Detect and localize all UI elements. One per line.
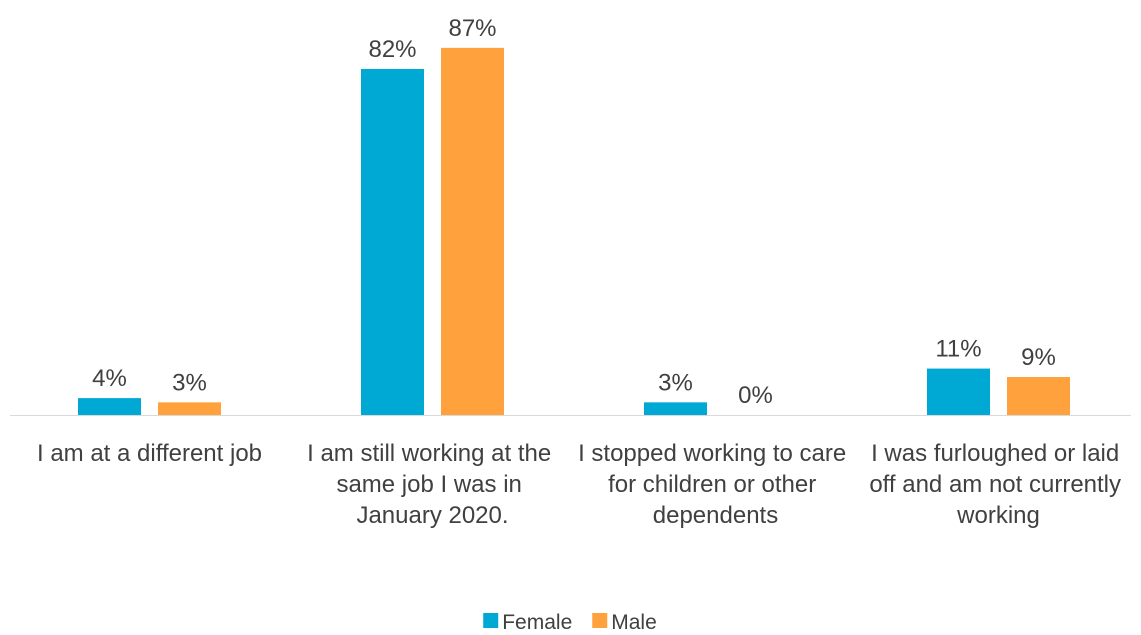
x-tick-label: I was furloughed or laid off and am not … [869, 440, 1127, 529]
label-line: off and am not currently [869, 471, 1127, 498]
data-label: 9% [1021, 344, 1056, 371]
label-line: I am at a different job [37, 440, 262, 467]
label-line: I was furloughed or laid [871, 440, 1126, 467]
label-line: for children or other [608, 471, 823, 498]
data-label: 87% [448, 15, 496, 42]
data-label: 82% [368, 36, 416, 63]
label-line: January 2020. [356, 502, 508, 529]
bar [644, 402, 707, 415]
legend-swatch [483, 613, 499, 628]
label-line: working [956, 502, 1040, 529]
data-label: 4% [92, 365, 127, 392]
label-line: I am still working at the [307, 440, 558, 467]
legend-label: Female [502, 611, 572, 634]
bar [441, 47, 504, 416]
data-label: 3% [658, 369, 693, 396]
x-tick-label: I am at a different job [37, 440, 262, 467]
legend: Female Male [483, 611, 657, 634]
bar [1007, 377, 1070, 415]
bar [78, 398, 141, 415]
legend-swatch [592, 613, 608, 628]
data-label: 0% [738, 382, 773, 409]
label-line: dependents [653, 502, 778, 529]
bar [927, 368, 990, 415]
x-tick-label: I stopped working to care for children o… [578, 440, 853, 529]
data-label: 11% [935, 336, 981, 363]
x-tick-label: I am still working at the same job I was… [307, 440, 558, 529]
bar [361, 68, 424, 416]
label-line: I stopped working to care [578, 440, 853, 467]
data-label: 3% [172, 369, 207, 396]
bar [158, 402, 221, 415]
legend-label: Male [611, 611, 657, 634]
label-line: same job I was in [336, 471, 528, 498]
